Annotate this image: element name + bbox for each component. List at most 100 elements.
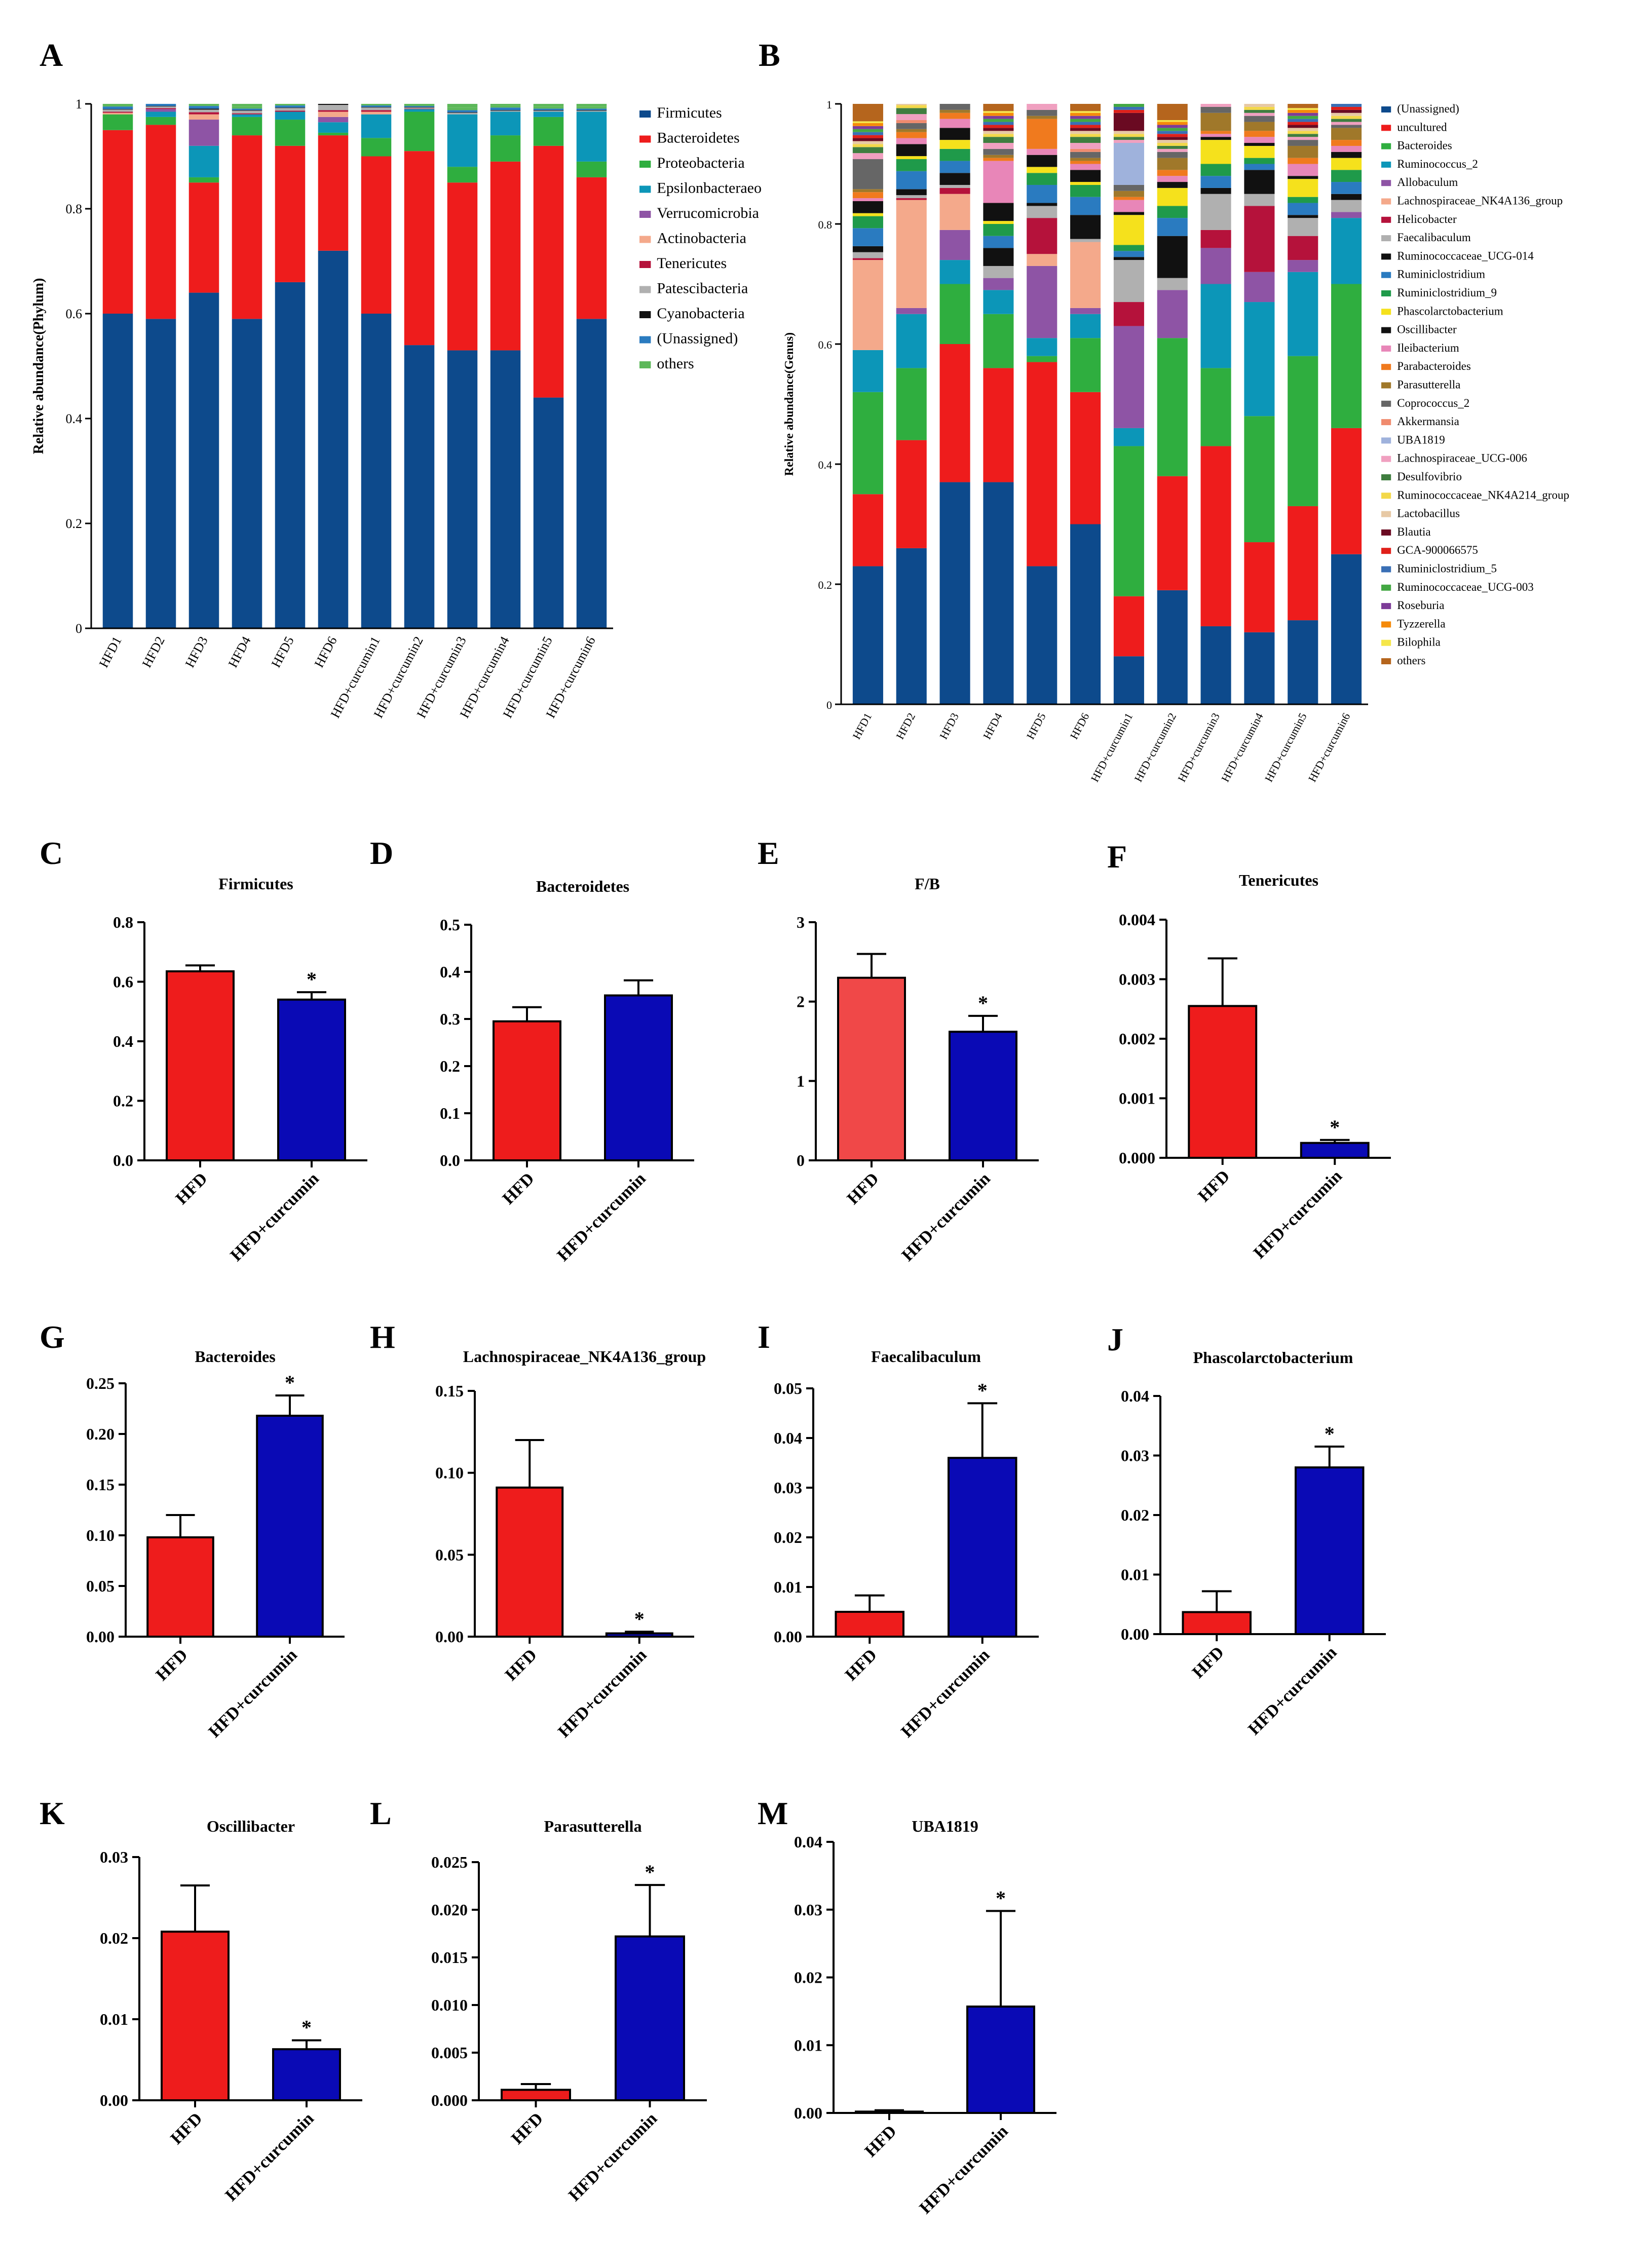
stack-segment [1027, 173, 1057, 185]
legend-swatch [1381, 437, 1391, 444]
category-label: HFD [172, 1169, 211, 1208]
bar [604, 994, 673, 1161]
stack-segment [1027, 566, 1057, 704]
stack-segment [852, 228, 883, 246]
y-tick-label: 0.005 [431, 2044, 468, 2062]
stack-segment [1288, 119, 1318, 122]
legend-swatch [1381, 566, 1391, 573]
stack-segment [447, 114, 478, 167]
stack-segment [852, 121, 883, 123]
stack-segment [1113, 326, 1144, 428]
stack-segment [275, 110, 306, 112]
stack-segment [896, 368, 927, 440]
bar [166, 970, 235, 1161]
stack-segment [102, 114, 133, 130]
stack-segment [361, 107, 392, 110]
legend-label: Ruminococcaceae_UCG-014 [1397, 249, 1534, 262]
bar [949, 1031, 1017, 1161]
stack-segment [1331, 182, 1362, 194]
stack-segment [939, 109, 970, 113]
stack-segment [1244, 112, 1275, 116]
stack-segment [188, 109, 219, 112]
stack-segment [983, 128, 1014, 131]
stack-segment [1331, 200, 1362, 212]
stack-segment [983, 137, 1014, 143]
legend-label: Lachnospiraceae_NK4A136_group [1397, 195, 1563, 207]
stack-segment [1288, 197, 1318, 203]
legend-label: Verrucomicrobia [657, 205, 759, 221]
category-label: HFD+curcumin [898, 1169, 994, 1265]
stack-segment [275, 120, 306, 146]
y-tick-label: 0.3 [440, 1010, 460, 1028]
legend-swatch [1381, 125, 1391, 131]
stack-segment [1244, 104, 1275, 107]
legend-swatch [639, 161, 651, 168]
stack-segment [1027, 203, 1057, 206]
stack-segment [404, 151, 435, 346]
panel-letter: E [758, 835, 779, 871]
stack-segment [404, 111, 435, 152]
y-tick-label: 0.000 [1119, 1149, 1155, 1167]
stack-segment [1288, 215, 1318, 218]
significance-marker: * [645, 1861, 655, 1883]
category-label: HFD [499, 1169, 538, 1208]
bar [948, 1457, 1017, 1638]
legend-swatch [1381, 584, 1391, 591]
stack-segment [1244, 194, 1275, 206]
stack-segment [1027, 362, 1057, 566]
legend-swatch [1381, 548, 1391, 554]
category-label: HFD+curcumin [1244, 1643, 1340, 1738]
stack-segment [188, 182, 219, 293]
stack-segment [1200, 248, 1231, 284]
stack-segment [102, 130, 133, 314]
bar [277, 998, 346, 1161]
stack-segment [852, 129, 883, 132]
category-label: HFD+curcumin2 [1131, 711, 1179, 784]
legend-swatch [1381, 345, 1391, 352]
stack-segment [1027, 116, 1057, 119]
stack-segment [983, 278, 1014, 290]
category-label: HFD+curcumin [222, 2109, 318, 2205]
panel-letter: D [370, 835, 393, 871]
stack-segment [896, 195, 927, 199]
bar [966, 2006, 1035, 2114]
stack-segment [1113, 137, 1144, 140]
legend-swatch [639, 185, 651, 193]
stack-segment [1288, 112, 1318, 116]
stack-segment [145, 319, 176, 628]
y-tick-label: 0.01 [794, 2036, 822, 2054]
y-tick-label: 0.00 [1121, 1625, 1149, 1643]
stack-segment [318, 122, 349, 133]
stack-segment [1288, 137, 1318, 140]
stack-segment [1331, 116, 1362, 119]
stack-segment [852, 494, 883, 566]
stack-segment [145, 106, 176, 108]
stack-segment [145, 125, 176, 319]
stack-segment [983, 112, 1014, 116]
stack-segment [1070, 197, 1101, 215]
stack-segment [232, 110, 262, 114]
stack-segment [983, 482, 1014, 704]
stack-segment [1331, 104, 1362, 107]
stack-segment [1070, 184, 1101, 197]
stack-segment [896, 308, 927, 314]
legend-swatch [639, 211, 651, 218]
stack-segment [490, 350, 521, 628]
legend-label: Tenericutes [657, 255, 727, 272]
stack-segment [983, 266, 1014, 278]
stack-segment [1331, 170, 1362, 182]
stack-segment [1331, 122, 1362, 125]
stack-segment [533, 145, 564, 398]
y-tick-label: 0.00 [100, 2091, 128, 2109]
chart-title: Tenericutes [1239, 871, 1318, 889]
stack-segment [576, 104, 607, 107]
stack-segment [939, 284, 970, 344]
stack-segment [1027, 167, 1057, 173]
stack-segment [983, 131, 1014, 134]
category-label: HFD3 [182, 634, 211, 670]
stack-segment [1113, 104, 1144, 107]
stack-segment [1113, 184, 1144, 191]
stack-segment [983, 143, 1014, 149]
stack-segment [232, 135, 262, 319]
